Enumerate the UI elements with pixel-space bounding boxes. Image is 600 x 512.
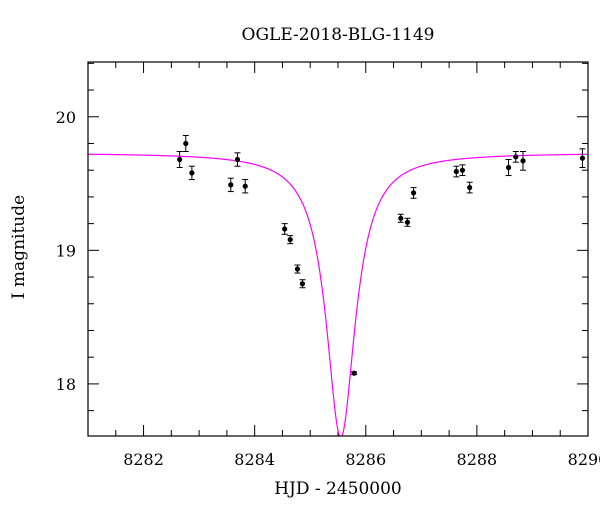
data-point xyxy=(281,223,288,235)
data-point xyxy=(520,150,526,171)
y-axis-label: I magnitude xyxy=(9,195,29,299)
point-marker xyxy=(287,237,293,243)
data-point xyxy=(397,213,404,223)
point-marker xyxy=(404,219,411,225)
plot-frame xyxy=(87,61,589,437)
point-marker xyxy=(467,184,473,191)
point-marker xyxy=(299,281,306,287)
point-marker xyxy=(242,183,248,189)
data-point xyxy=(505,159,512,177)
point-marker xyxy=(505,164,512,171)
point-marker xyxy=(579,155,586,161)
x-tick-label: 8290 xyxy=(568,450,600,469)
point-marker xyxy=(513,154,519,160)
model-curve xyxy=(88,153,588,436)
x-axis-label: HJD - 2450000 xyxy=(274,479,402,499)
point-marker xyxy=(520,158,526,164)
x-tick-label: 8284 xyxy=(234,450,275,469)
data-point xyxy=(299,279,306,289)
point-marker xyxy=(234,156,241,163)
data-point xyxy=(182,134,189,152)
point-marker xyxy=(228,182,234,188)
data-point xyxy=(176,150,183,169)
x-tick-label: 8286 xyxy=(345,450,386,469)
y-tick-label: 19 xyxy=(56,241,76,260)
data-point xyxy=(188,165,195,181)
data-point xyxy=(294,264,301,274)
axis-ticks xyxy=(87,62,589,436)
data-point xyxy=(404,217,411,227)
data-point xyxy=(466,181,473,194)
data-point xyxy=(512,150,519,163)
data-point xyxy=(242,179,249,194)
data-point xyxy=(227,177,234,193)
point-marker xyxy=(351,370,357,376)
point-marker xyxy=(294,266,301,272)
point-marker xyxy=(189,170,195,176)
y-tick-label: 18 xyxy=(56,375,76,394)
point-marker xyxy=(459,167,466,173)
data-point xyxy=(579,148,586,169)
data-point xyxy=(453,165,460,178)
data-point xyxy=(287,235,294,245)
point-marker xyxy=(177,156,183,163)
point-marker xyxy=(282,226,288,232)
x-tick-label: 8282 xyxy=(123,450,164,469)
point-marker xyxy=(410,190,417,196)
data-point xyxy=(410,187,417,199)
data-point xyxy=(234,152,241,167)
data-point xyxy=(351,370,358,376)
x-tick-label: 8288 xyxy=(457,450,498,469)
point-marker xyxy=(453,168,459,175)
y-tick-label: 20 xyxy=(56,108,76,127)
chart-title: OGLE-2018-BLG-1149 xyxy=(242,25,435,45)
tick-labels: 8282 8284 8286 8288 8290 18 19 20 xyxy=(56,108,600,469)
point-marker xyxy=(398,215,404,221)
plot-area xyxy=(88,134,588,436)
data-point xyxy=(459,164,466,177)
point-marker xyxy=(183,140,189,147)
